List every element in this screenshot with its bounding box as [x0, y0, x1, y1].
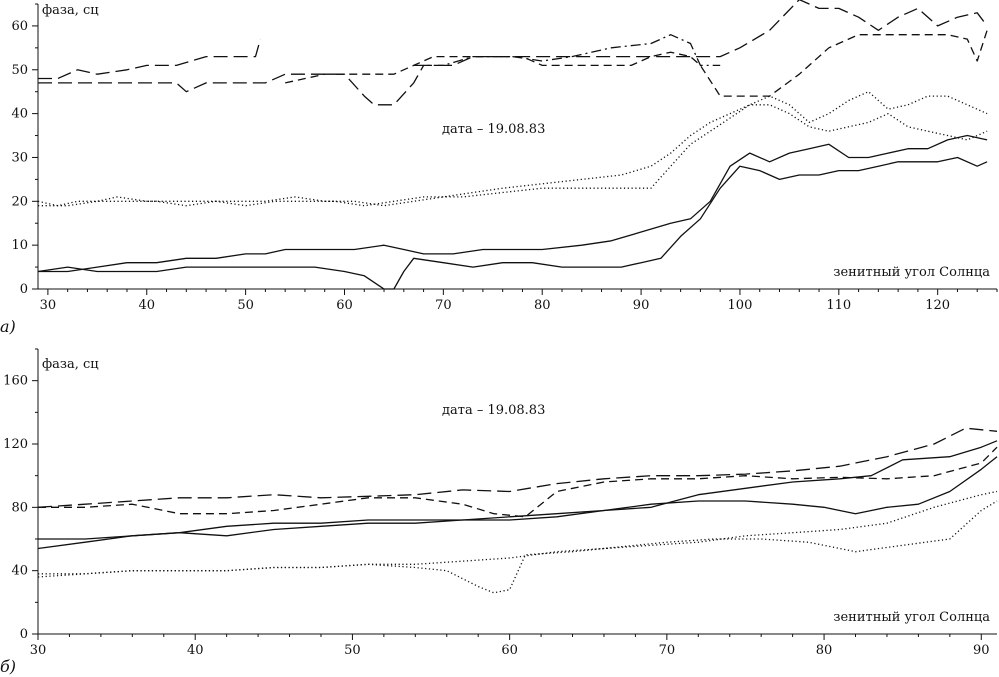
series-line-7: [38, 134, 988, 273]
x-tick-label: 30: [40, 298, 57, 313]
panel-a-ylabel: фаза, сц: [42, 3, 99, 18]
panel-b-xlabel: зенитный угол Солнца: [833, 610, 990, 625]
x-tick-label: 30: [30, 643, 47, 658]
y-tick-label: 0: [20, 627, 28, 642]
x-tick-label: 90: [633, 298, 650, 313]
series-line-4: [413, 34, 721, 67]
series-line-3: [285, 30, 988, 97]
panel-b-letter: б): [0, 657, 16, 676]
x-tick-label: 60: [501, 643, 518, 658]
x-tick-label: 40: [187, 643, 204, 658]
y-tick-label: 50: [11, 63, 28, 78]
panel-b: б) фаза, сц дата – 19.08.83 зенитный уго…: [0, 348, 998, 676]
y-tick-label: 30: [11, 150, 28, 165]
series-line-8: [37, 156, 988, 290]
panel-b-axes: 30 40 50 60 70 80 90 0 40 80 120 160: [3, 348, 997, 658]
series-line-6: [38, 104, 988, 207]
series-line-2: [38, 446, 998, 518]
panel-a-plot: [37, 0, 988, 290]
x-tick-label: 120: [925, 298, 950, 313]
series-line-5: [38, 500, 998, 594]
panel-a-axes: 30 40 50 60 70 80 90 100 110 120 0 10 20 30 40 50 60: [11, 3, 998, 313]
x-tick-label: 70: [435, 298, 452, 313]
y-tick-label: 60: [11, 19, 28, 34]
x-tick-label: 80: [534, 298, 551, 313]
y-tick-label: 0: [20, 282, 28, 297]
x-tick-label: 50: [237, 298, 254, 313]
y-tick-label: 10: [11, 238, 28, 253]
series-line-2: [38, 0, 988, 106]
panel-b-plot: [37, 427, 998, 594]
y-tick-label: 120: [3, 437, 28, 452]
x-tick-label: 90: [973, 643, 990, 658]
series-line-4: [38, 440, 998, 540]
x-tick-label: 80: [816, 643, 833, 658]
panel-a-xlabel: зенитный угол Солнца: [833, 265, 990, 280]
y-tick-label: 40: [11, 107, 28, 122]
series-line-5: [37, 91, 988, 207]
x-tick-label: 50: [344, 643, 361, 658]
series-line-6: [37, 490, 998, 578]
panel-b-ylabel: фаза, сц: [42, 357, 99, 372]
series-line-1: [37, 427, 998, 508]
y-tick-label: 20: [11, 194, 28, 209]
x-tick-label: 60: [336, 298, 353, 313]
panel-a-annotation: дата – 19.08.83: [442, 122, 545, 137]
panel-a: a) фаза, сц дата – 19.08.83 зенитный уго…: [0, 0, 998, 336]
x-tick-label: 70: [659, 643, 676, 658]
y-tick-label: 40: [11, 564, 28, 579]
y-tick-label: 80: [11, 500, 28, 515]
panel-a-letter: a): [0, 317, 16, 336]
y-tick-label: 160: [3, 374, 28, 389]
x-tick-label: 40: [138, 298, 155, 313]
x-tick-label: 110: [826, 298, 851, 313]
panel-b-annotation: дата – 19.08.83: [442, 403, 545, 418]
x-tick-label: 100: [728, 298, 753, 313]
series-line-3: [37, 456, 998, 550]
series-line-1: [38, 38, 262, 80]
